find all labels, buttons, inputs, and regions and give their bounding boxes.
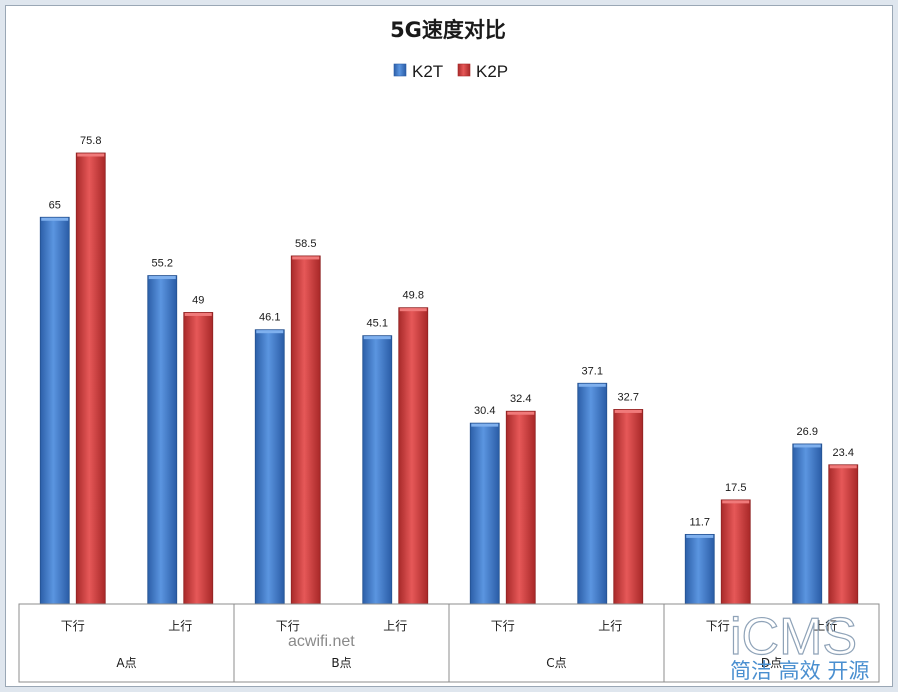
category-labels-layer: 下行 上行 下行 上行 下行 上行 下行 上行 A点 B点 C点 D点	[61, 604, 837, 682]
group-label-4: D点	[761, 656, 782, 670]
legend-swatch-k2t	[393, 63, 407, 77]
bar-k2p-3	[290, 255, 321, 605]
group-label-3: C点	[546, 656, 566, 670]
bar-k2t-2	[147, 275, 178, 605]
data-labels-layer: 65 75.8 55.2 49 46.1 58.5 45.1 49.8 30.4 32.4 37.1…	[49, 135, 854, 528]
bar-top-k2p-8	[829, 465, 857, 469]
bar-top-k2p-3	[292, 256, 320, 260]
data-label-k2p-5: 32.4	[510, 393, 531, 405]
data-label-k2p-8: 23.4	[833, 447, 854, 459]
category-label-6: 上行	[598, 619, 622, 633]
bar-top-k2t-3	[256, 330, 284, 334]
legend: K2T K2P	[393, 62, 508, 81]
bar-k2t-8	[792, 443, 823, 605]
legend-swatch-k2p	[457, 63, 471, 77]
data-label-k2p-2: 49	[192, 294, 204, 306]
legend-label-k2p: K2P	[476, 62, 508, 81]
category-label-2: 上行	[168, 619, 192, 633]
data-label-k2t-7: 11.7	[689, 516, 710, 528]
legend-label-k2t: K2T	[412, 62, 443, 81]
bar-k2p-8	[828, 464, 859, 605]
data-label-k2t-5: 30.4	[474, 405, 495, 417]
data-label-k2t-2: 55.2	[152, 258, 173, 270]
bar-top-k2t-1	[41, 217, 69, 221]
data-label-k2t-4: 45.1	[367, 318, 388, 330]
bar-top-k2t-4	[363, 336, 391, 340]
bar-top-k2t-5	[471, 423, 499, 427]
bar-k2p-2	[183, 312, 214, 605]
bar-top-k2p-6	[614, 409, 642, 413]
chart-title: 5G速度对比	[390, 18, 506, 42]
site-watermark: acwifi.net	[288, 633, 355, 650]
data-label-k2p-1: 75.8	[80, 135, 101, 147]
category-label-5: 下行	[491, 619, 515, 633]
category-label-8: 上行	[813, 619, 837, 633]
bar-k2t-6	[577, 382, 608, 605]
category-label-7: 下行	[706, 619, 730, 633]
bar-top-k2p-2	[184, 312, 212, 316]
data-label-k2p-7: 17.5	[725, 482, 746, 494]
bar-top-k2p-4	[399, 308, 427, 312]
bar-k2p-6	[613, 409, 644, 605]
bar-top-k2t-6	[578, 383, 606, 387]
bar-top-k2p-5	[507, 411, 535, 415]
bar-k2p-7	[720, 499, 751, 605]
bar-k2p-1	[75, 152, 106, 605]
group-label-2: B点	[331, 656, 351, 670]
bar-top-k2p-1	[77, 153, 105, 157]
data-label-k2p-4: 49.8	[403, 290, 424, 302]
bar-top-k2t-2	[148, 276, 176, 280]
bars-layer	[39, 152, 859, 605]
bar-top-k2p-7	[722, 500, 750, 504]
bar-k2p-4	[398, 307, 429, 605]
data-label-k2p-3: 58.5	[295, 238, 316, 250]
category-label-3: 下行	[276, 619, 300, 633]
data-label-k2t-8: 26.9	[797, 426, 818, 438]
bar-k2t-1	[39, 216, 70, 605]
bar-k2t-4	[362, 335, 393, 605]
bar-k2t-7	[684, 533, 715, 605]
bar-k2p-5	[505, 410, 536, 605]
data-label-k2t-1: 65	[49, 199, 61, 211]
bar-top-k2t-7	[686, 534, 714, 538]
category-label-1: 下行	[61, 619, 85, 633]
category-label-4: 上行	[383, 619, 407, 633]
data-label-k2t-3: 46.1	[259, 312, 280, 324]
group-label-1: A点	[116, 656, 136, 670]
data-label-k2p-6: 32.7	[618, 391, 639, 403]
bar-k2t-3	[254, 329, 285, 605]
data-label-k2t-6: 37.1	[582, 365, 603, 377]
bar-top-k2t-8	[793, 444, 821, 448]
bar-k2t-5	[469, 422, 500, 605]
icms-logo: iCMS	[730, 608, 857, 666]
icms-tagline: 简洁 高效 开源	[730, 659, 869, 683]
